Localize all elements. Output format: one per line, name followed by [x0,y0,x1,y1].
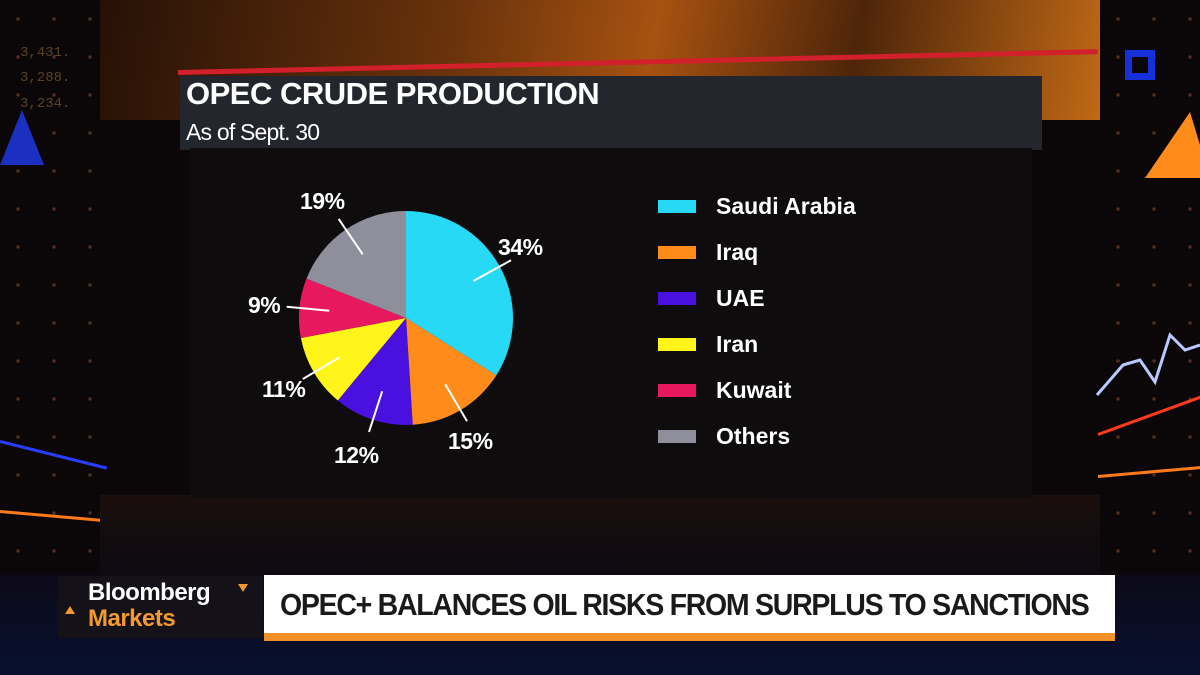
legend-label: Iran [716,330,759,357]
pie-slice-uae [337,318,413,425]
pie-slice-kuwait [299,278,406,339]
legend-swatch [658,337,696,351]
legend-item-uae: UAE [658,275,856,321]
bloomberg-markets-logo: Bloomberg Markets [58,576,263,638]
legend-item-iraq: Iraq [658,229,856,275]
studio-floor [100,495,1100,575]
blue-triangle-icon [0,110,44,165]
pie-slice-iraq [406,318,497,425]
background-number: 3,234. [20,96,71,112]
legend-swatch [658,291,696,305]
pie-slice-saudi-arabia [406,211,513,376]
pie-label-kuwait: 9% [248,292,281,318]
background-dot-grid [0,0,100,560]
headline-banner: OPEC+ BALANCES OIL RISKS FROM SURPLUS TO… [264,575,1115,641]
legend-item-saudi-arabia: Saudi Arabia [658,183,856,229]
legend-swatch [658,245,696,259]
legend-label: Iraq [716,238,759,265]
brand-markets: Markets [88,605,176,632]
background-number: 3,431. [20,45,71,61]
chart-subtitle: As of Sept. 30 [186,119,320,145]
pie-label-iran: 11% [262,376,306,402]
chart-header [180,76,1042,150]
line-chart-decoration-icon [1095,332,1200,396]
legend-item-kuwait: Kuwait [658,367,856,413]
headline-text: OPEC+ BALANCES OIL RISKS FROM SURPLUS TO… [280,587,1090,622]
blue-square-icon [1125,50,1155,80]
chart-title: OPEC CRUDE PRODUCTION [186,76,600,111]
pie-slice-others [306,211,406,318]
orange-triangle-icon [1145,112,1200,178]
legend-item-iran: Iran [658,321,856,367]
brand-bloomberg: Bloomberg [88,579,211,606]
pie-label-saudi-arabia: 34% [498,234,543,260]
pie-label-uae: 12% [334,442,379,468]
legend-swatch [658,199,696,213]
legend-label: Saudi Arabia [716,192,856,219]
legend-item-others: Others [658,413,856,459]
pie-label-iraq: 15% [448,428,493,454]
legend-label: Others [716,422,791,449]
legend-label: Kuwait [716,376,792,403]
legend-label: UAE [716,284,765,311]
legend-swatch [658,429,696,443]
legend-swatch [658,383,696,397]
background-number: 3,288. [20,70,71,86]
chart-legend: Saudi Arabia Iraq UAE Iran Kuwait Others [658,183,856,459]
up-arrow-icon [65,606,75,614]
down-arrow-icon [238,584,248,592]
pie-label-others: 19% [300,188,345,214]
pie-slice-iran [300,318,406,401]
